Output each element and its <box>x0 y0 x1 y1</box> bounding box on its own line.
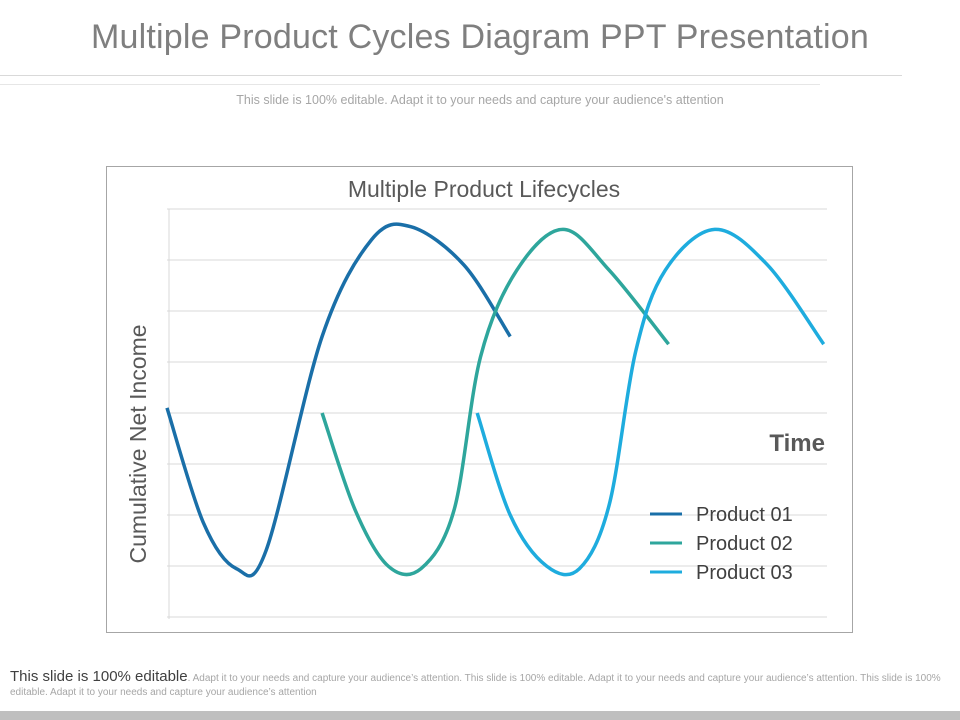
bottom-bar <box>0 711 960 720</box>
chart-frame: Multiple Product Lifecycles Cumulative N… <box>106 166 853 633</box>
footer-text: . Adapt it to your needs and capture you… <box>10 673 941 698</box>
x-axis-label: Time <box>769 430 825 457</box>
series-line-1 <box>165 222 512 578</box>
lifecycle-line-chart: Multiple Product Lifecycles Cumulative N… <box>125 176 827 619</box>
footer-lead: This slide is 100% editable <box>10 668 188 685</box>
chart-legend: Product 01 Product 02 Product 03 <box>650 504 793 584</box>
title-divider-secondary <box>0 84 820 85</box>
legend-label-2: Product 02 <box>696 533 793 555</box>
chart-title: Multiple Product Lifecycles <box>348 176 620 202</box>
y-axis-label: Cumulative Net Income <box>125 324 151 563</box>
legend-label-3: Product 03 <box>696 562 793 584</box>
slide-title: Multiple Product Cycles Diagram PPT Pres… <box>90 18 870 56</box>
footer-note: This slide is 100% editable. Adapt it to… <box>10 668 945 700</box>
legend-label-1: Product 01 <box>696 504 793 526</box>
grid-lines <box>167 208 827 618</box>
series-line-3 <box>475 227 826 577</box>
series-lines <box>165 222 826 578</box>
title-divider <box>0 75 902 76</box>
series-line-2 <box>320 227 670 577</box>
slide-subtitle: This slide is 100% editable. Adapt it to… <box>236 93 724 107</box>
